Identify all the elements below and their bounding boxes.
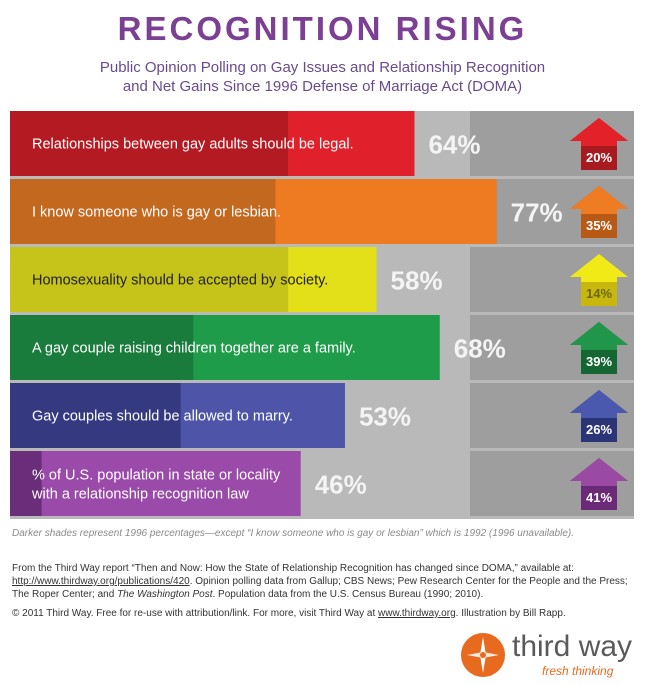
- copyright-text: © 2011 Third Way. Free for re-use with a…: [12, 607, 632, 620]
- gain-arrow-highlight: [570, 118, 628, 146]
- bar-value-label: 58%: [391, 266, 443, 296]
- subtitle-line-2: and Net Gains Since 1996 Defense of Marr…: [122, 78, 523, 95]
- subtitle-line-1: Public Opinion Polling on Gay Issues and…: [99, 59, 546, 76]
- bar-category-label: Gay couples should be allowed to marry.: [32, 409, 293, 425]
- gain-label: 14%: [586, 286, 612, 301]
- gain-label: 41%: [586, 490, 612, 505]
- gain-arrow-highlight: [570, 186, 628, 214]
- chart-svg: Relationships between gay adults should …: [10, 111, 634, 516]
- source-text-a: From the Third Way report “Then and Now:…: [12, 563, 574, 574]
- source-text: From the Third Way report “Then and Now:…: [12, 562, 632, 601]
- bar-value-label: 77%: [511, 198, 563, 228]
- gain-arrow-highlight: [570, 322, 628, 350]
- bar-chart: Relationships between gay adults should …: [10, 111, 634, 519]
- bar-value-label: 46%: [315, 470, 367, 500]
- bar-category-label: I know someone who is gay or lesbian.: [32, 205, 281, 221]
- bar-current: [10, 451, 301, 516]
- bar-category-label: Relationships between gay adults should …: [32, 137, 354, 153]
- source-text-c: . Population data from the U.S. Census B…: [212, 589, 484, 600]
- page-subtitle: Public Opinion Polling on Gay Issues and…: [30, 58, 615, 96]
- bar-baseline-1996: [10, 179, 276, 244]
- copyright-a: © 2011 Third Way. Free for re-use with a…: [12, 608, 379, 619]
- source-text-b: . Opinion polling data from Gallup; CBS …: [12, 576, 628, 600]
- copyright-b: . Illustration by Bill Rapp.: [455, 608, 566, 619]
- bar-baseline-1996: [10, 315, 194, 380]
- gain-arrow-highlight: [570, 254, 628, 282]
- bar-category-label: A gay couple raising children together a…: [32, 341, 356, 357]
- logo-name: third way: [512, 630, 633, 663]
- logo-tagline: fresh thinking: [542, 664, 614, 678]
- bar-baseline-1996: [10, 111, 289, 176]
- bar-value-label: 68%: [454, 334, 506, 364]
- bar-baseline-1996: [10, 383, 181, 448]
- bar-value-label: 53%: [359, 402, 411, 432]
- source-block: From the Third Way report “Then and Now:…: [12, 562, 632, 626]
- source-text-italic: The Washington Post: [117, 589, 213, 600]
- gain-label: 26%: [586, 422, 612, 437]
- bar-baseline-1996: [10, 247, 289, 312]
- source-link[interactable]: http://www.thirdway.org/publications/420: [12, 576, 190, 587]
- gain-label: 35%: [586, 218, 612, 233]
- bar-category-label: Homosexuality should be accepted by soci…: [32, 273, 328, 289]
- gain-label: 39%: [586, 354, 612, 369]
- compass-logo-icon: [461, 633, 505, 677]
- gain-label: 20%: [586, 150, 612, 165]
- page-title: RECOGNITION RISING: [117, 10, 528, 47]
- gain-arrow-highlight: [570, 390, 628, 418]
- bar-baseline-1996: [10, 451, 42, 516]
- copyright-link[interactable]: www.thirdway.org: [378, 608, 456, 619]
- bar-value-label: 64%: [428, 130, 480, 160]
- bar-category-label: % of U.S. population in state or localit…: [31, 468, 281, 503]
- gain-arrow-highlight: [570, 458, 628, 486]
- chart-footnote: Darker shades represent 1996 percentages…: [12, 528, 574, 539]
